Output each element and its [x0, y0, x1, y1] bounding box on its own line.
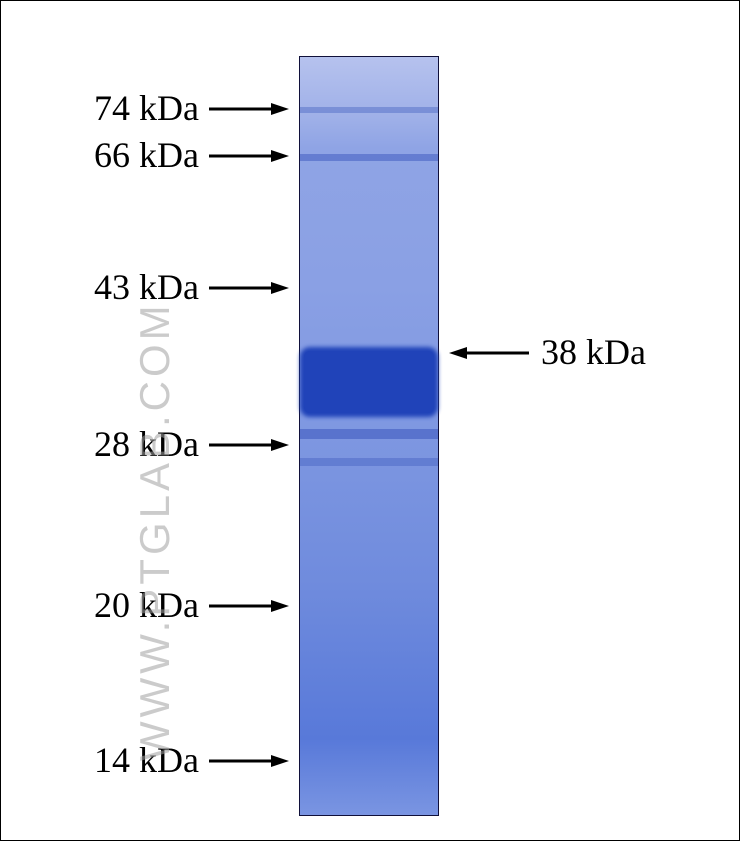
gel-figure: WWW.PTGLAB.COM 38 kDa 74 kDa 66 kDa 43 kDa…: [0, 0, 740, 841]
marker-label: 14 kDa: [94, 739, 199, 781]
marker-arrow: [189, 142, 309, 170]
band-marker-74: [300, 107, 438, 113]
marker-label: 20 kDa: [94, 584, 199, 626]
band-sub-28b: [300, 458, 438, 466]
band-marker-66: [300, 154, 438, 161]
band-target-38: [304, 351, 434, 413]
watermark-text: WWW.PTGLAB.COM: [131, 301, 179, 761]
marker-arrow: [189, 274, 309, 302]
marker-label: 28 kDa: [94, 423, 199, 465]
marker-label: 66 kDa: [94, 134, 199, 176]
marker-label: 43 kDa: [94, 266, 199, 308]
target-band-label: 38 kDa: [541, 331, 646, 373]
band-sub-28a: [300, 429, 438, 439]
marker-arrow: [189, 747, 309, 775]
target-arrow: [429, 339, 549, 367]
marker-arrow: [189, 592, 309, 620]
marker-arrow: [189, 95, 309, 123]
marker-label: 74 kDa: [94, 87, 199, 129]
gel-lane: [299, 56, 439, 816]
marker-arrow: [189, 431, 309, 459]
